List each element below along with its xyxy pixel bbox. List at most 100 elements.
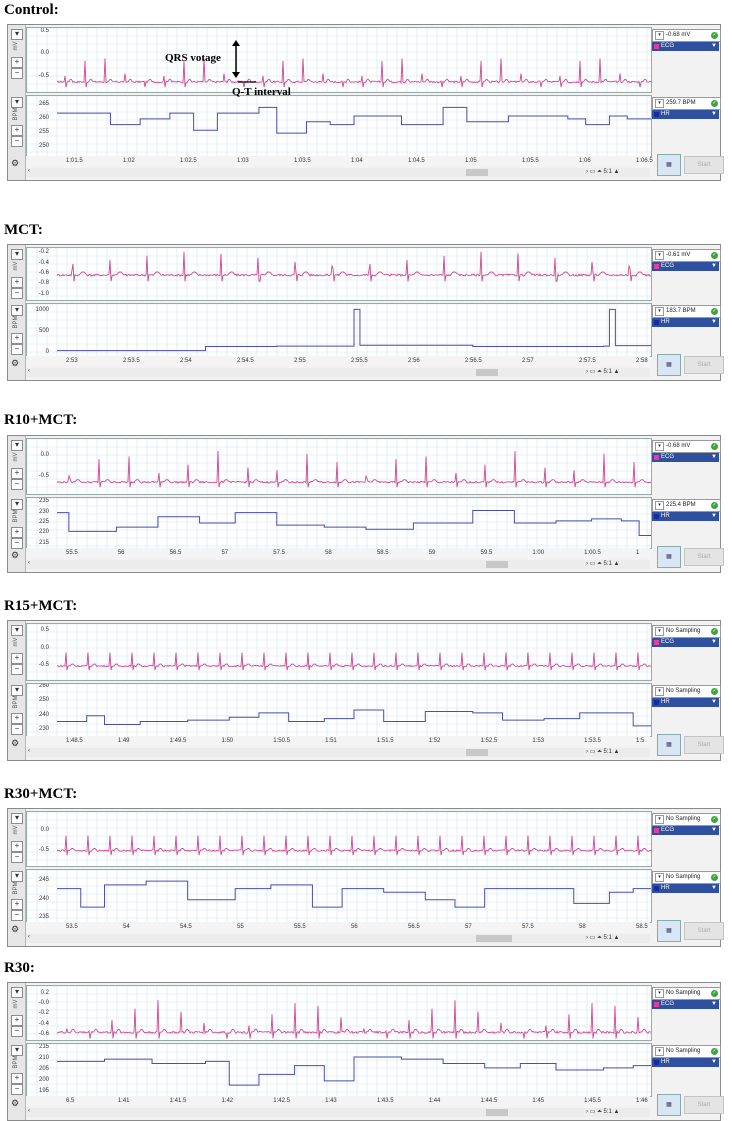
settings-icon[interactable]: ⚙ xyxy=(11,550,20,560)
chart-view-icon[interactable]: ▦ xyxy=(657,1094,681,1116)
channel-menu-button[interactable]: ▾ xyxy=(11,305,23,316)
channel-menu-button[interactable]: ▾ xyxy=(11,813,23,824)
channel-menu-button[interactable]: ▾ xyxy=(11,1045,23,1056)
scroll-thumb[interactable] xyxy=(486,1109,508,1116)
start-button[interactable]: Start xyxy=(684,356,724,374)
readout-menu-icon[interactable]: ▾ xyxy=(655,307,664,316)
start-button[interactable]: Start xyxy=(684,548,724,566)
autoscale-icon[interactable]: ▲ xyxy=(611,1109,620,1115)
channel-select[interactable]: HR ▼ xyxy=(652,1058,719,1067)
scale-up-button[interactable]: + xyxy=(11,653,23,664)
playback-controls[interactable]: › ▭ ⏶ 5:1 ▲ xyxy=(586,368,619,376)
scroll-thumb[interactable] xyxy=(466,749,488,756)
readout-menu-icon[interactable]: ▾ xyxy=(655,687,664,696)
chart-view-icon[interactable]: ▦ xyxy=(657,154,681,176)
autoscale-icon[interactable]: ▲ xyxy=(611,561,620,567)
scroll-right-icon[interactable]: › xyxy=(586,935,588,941)
readout-menu-icon[interactable]: ▾ xyxy=(655,1047,664,1056)
scroll-left-icon[interactable]: ‹ xyxy=(28,368,30,374)
scale-down-button[interactable]: − xyxy=(11,68,23,79)
chart-view-icon[interactable]: ▦ xyxy=(657,546,681,568)
view-mode-icon[interactable]: ▭ xyxy=(589,935,596,941)
marker-icon[interactable]: ⏶ xyxy=(597,169,602,175)
playback-controls[interactable]: › ▭ ⏶ 5:1 ▲ xyxy=(586,560,619,568)
scale-down-button[interactable]: − xyxy=(11,288,23,299)
marker-icon[interactable]: ⏶ xyxy=(597,369,602,375)
scroll-thumb[interactable] xyxy=(476,369,498,376)
scroll-right-icon[interactable]: › xyxy=(586,1109,588,1115)
scale-up-button[interactable]: + xyxy=(11,1015,23,1026)
channel-select[interactable]: ECG ▼ xyxy=(652,826,719,835)
scroll-right-icon[interactable]: › xyxy=(586,169,588,175)
readout-menu-icon[interactable]: ▾ xyxy=(655,31,664,40)
scroll-bar[interactable]: ‹ › ▭ ⏶ 5:1 ▲ xyxy=(26,368,650,377)
readout-menu-icon[interactable]: ▾ xyxy=(655,251,664,260)
scale-up-button[interactable]: + xyxy=(11,527,23,538)
readout-menu-icon[interactable]: ▾ xyxy=(655,627,664,636)
autoscale-icon[interactable]: ▲ xyxy=(611,935,620,941)
channel-menu-button[interactable]: ▾ xyxy=(11,987,23,998)
readout-menu-icon[interactable]: ▾ xyxy=(655,501,664,510)
scale-up-button[interactable]: + xyxy=(11,57,23,68)
readout-menu-icon[interactable]: ▾ xyxy=(655,442,664,451)
channel-select[interactable]: HR ▼ xyxy=(652,884,719,893)
channel-select[interactable]: HR ▼ xyxy=(652,318,719,327)
scroll-thumb[interactable] xyxy=(466,169,488,176)
channel-select[interactable]: HR ▼ xyxy=(652,698,719,707)
playback-controls[interactable]: › ▭ ⏶ 5:1 ▲ xyxy=(586,1108,619,1116)
scroll-bar[interactable]: ‹ › ▭ ⏶ 5:1 ▲ xyxy=(26,1108,650,1117)
channel-menu-button[interactable]: ▾ xyxy=(11,249,23,260)
scale-down-button[interactable]: − xyxy=(11,910,23,921)
scroll-left-icon[interactable]: ‹ xyxy=(28,168,30,174)
start-button[interactable]: Start xyxy=(684,922,724,940)
channel-menu-button[interactable]: ▾ xyxy=(11,97,23,108)
channel-menu-button[interactable]: ▾ xyxy=(11,499,23,510)
channel-select[interactable]: ECG ▼ xyxy=(652,42,719,51)
scroll-right-icon[interactable]: › xyxy=(586,369,588,375)
scroll-bar[interactable]: ‹ › ▭ ⏶ 5:1 ▲ xyxy=(26,168,650,177)
settings-icon[interactable]: ⚙ xyxy=(11,158,20,168)
scale-down-button[interactable]: − xyxy=(11,479,23,490)
scale-down-button[interactable]: − xyxy=(11,724,23,735)
scroll-left-icon[interactable]: ‹ xyxy=(28,560,30,566)
marker-icon[interactable]: ⏶ xyxy=(597,935,602,941)
playback-controls[interactable]: › ▭ ⏶ 5:1 ▲ xyxy=(586,168,619,176)
scale-down-button[interactable]: − xyxy=(11,344,23,355)
scale-up-button[interactable]: + xyxy=(11,333,23,344)
scale-down-button[interactable]: − xyxy=(11,664,23,675)
autoscale-icon[interactable]: ▲ xyxy=(611,369,620,375)
scale-up-button[interactable]: + xyxy=(11,468,23,479)
view-mode-icon[interactable]: ▭ xyxy=(589,749,596,755)
marker-icon[interactable]: ⏶ xyxy=(597,561,602,567)
scroll-right-icon[interactable]: › xyxy=(586,749,588,755)
readout-menu-icon[interactable]: ▾ xyxy=(655,99,664,108)
scroll-thumb[interactable] xyxy=(486,561,508,568)
scale-up-button[interactable]: + xyxy=(11,899,23,910)
start-button[interactable]: Start xyxy=(684,736,724,754)
channel-menu-button[interactable]: ▾ xyxy=(11,440,23,451)
readout-menu-icon[interactable]: ▾ xyxy=(655,815,664,824)
scale-up-button[interactable]: + xyxy=(11,277,23,288)
scale-down-button[interactable]: − xyxy=(11,136,23,147)
marker-icon[interactable]: ⏶ xyxy=(597,749,602,755)
channel-select[interactable]: ECG ▼ xyxy=(652,262,719,271)
channel-menu-button[interactable]: ▾ xyxy=(11,625,23,636)
scale-down-button[interactable]: − xyxy=(11,1084,23,1095)
scroll-right-icon[interactable]: › xyxy=(586,561,588,567)
channel-select[interactable]: ECG ▼ xyxy=(652,638,719,647)
scale-down-button[interactable]: − xyxy=(11,1026,23,1037)
scroll-bar[interactable]: ‹ › ▭ ⏶ 5:1 ▲ xyxy=(26,748,650,757)
channel-select[interactable]: HR ▼ xyxy=(652,512,719,521)
settings-icon[interactable]: ⚙ xyxy=(11,1098,20,1108)
scroll-left-icon[interactable]: ‹ xyxy=(28,934,30,940)
scale-up-button[interactable]: + xyxy=(11,1073,23,1084)
channel-menu-button[interactable]: ▾ xyxy=(11,29,23,40)
readout-menu-icon[interactable]: ▾ xyxy=(655,989,664,998)
scroll-bar[interactable]: ‹ › ▭ ⏶ 5:1 ▲ xyxy=(26,560,650,569)
scale-down-button[interactable]: − xyxy=(11,538,23,549)
channel-menu-button[interactable]: ▾ xyxy=(11,871,23,882)
start-button[interactable]: Start xyxy=(684,1096,724,1114)
channel-select[interactable]: ECG ▼ xyxy=(652,1000,719,1009)
autoscale-icon[interactable]: ▲ xyxy=(611,749,620,755)
scale-down-button[interactable]: − xyxy=(11,852,23,863)
